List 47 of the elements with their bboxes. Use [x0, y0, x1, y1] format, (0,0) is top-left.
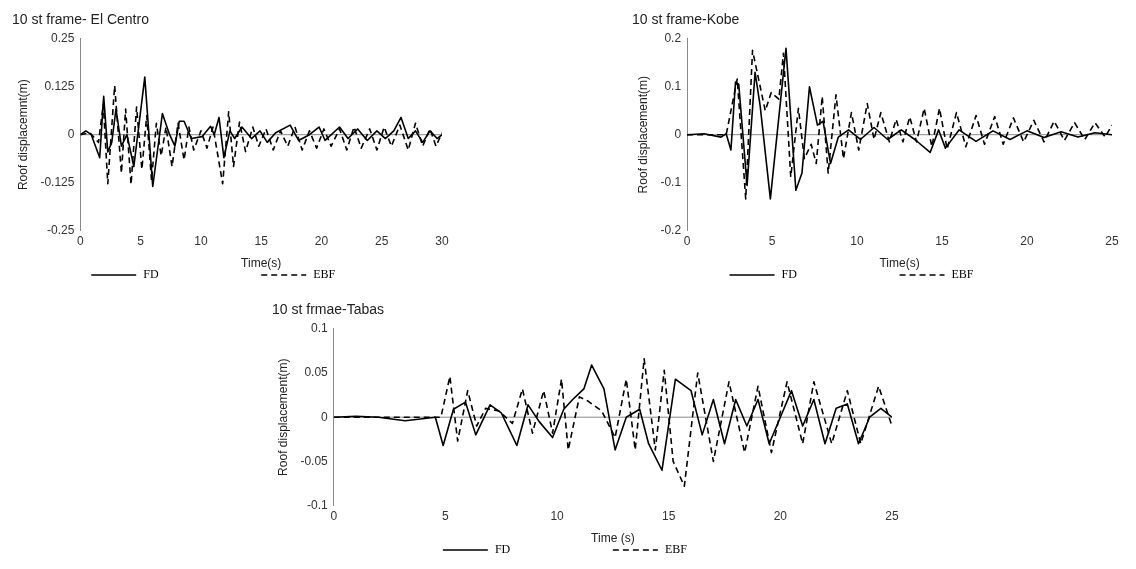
x-tick-label: 20 — [1020, 234, 1035, 249]
x-axis-title: Time(s) — [241, 255, 282, 270]
y-tick-label: 0 — [321, 409, 329, 424]
y-tick-label: 0.2 — [664, 31, 682, 46]
y-tick-label: -0.25 — [47, 222, 75, 237]
y-tick-label: -0.125 — [40, 174, 75, 189]
x-axis-title: Time (s) — [591, 530, 635, 545]
x-tick-label: 10 — [194, 234, 208, 249]
x-tick-label: 15 — [254, 234, 269, 249]
y-tick-label: 0 — [674, 127, 682, 142]
y-tick-label: 0.1 — [311, 321, 329, 336]
y-axis-title: Roof displacement(m) — [635, 76, 650, 194]
x-tick-label: 10 — [550, 509, 565, 524]
x-tick-label: 15 — [662, 509, 676, 524]
y-tick-label: -0.2 — [660, 222, 682, 237]
y-tick-label: 0.125 — [44, 79, 75, 94]
x-tick-label: 20 — [314, 234, 329, 249]
y-tick-label: -0.1 — [660, 174, 682, 189]
legend-label: EBF — [313, 267, 336, 282]
y-tick-label: 0 — [67, 127, 75, 142]
x-axis-title: Time(s) — [879, 255, 920, 270]
chart-title: 10 st frmae-Tabas — [272, 301, 385, 318]
x-tick-label: 30 — [435, 234, 449, 249]
x-tick-label: 5 — [768, 234, 776, 249]
x-tick-label: 25 — [885, 509, 899, 524]
x-tick-label: 5 — [137, 234, 145, 249]
y-axis-title: Roof displacement(m) — [275, 358, 290, 476]
x-tick-label: 5 — [442, 509, 450, 524]
x-tick-label: 15 — [935, 234, 950, 249]
legend-label: EBF — [951, 267, 974, 282]
x-tick-label: 10 — [850, 234, 865, 249]
legend-label: FD — [494, 542, 511, 557]
x-tick-label: 25 — [375, 234, 389, 249]
legend-label: FD — [143, 267, 159, 282]
legend-label: FD — [781, 267, 798, 282]
legend-label: EBF — [664, 542, 688, 557]
y-tick-label: 0.25 — [51, 31, 75, 46]
chart-title: 10 st frame- El Centro — [12, 11, 150, 28]
y-tick-label: 0.1 — [664, 79, 682, 94]
y-tick-label: -0.1 — [307, 497, 329, 512]
y-tick-label: 0.05 — [304, 365, 329, 380]
y-axis-title: Roof displacemnt(m) — [15, 79, 30, 191]
x-tick-label: 25 — [1105, 234, 1119, 249]
chart-title: 10 st frame-Kobe — [632, 11, 740, 28]
x-tick-label: 0 — [77, 234, 85, 249]
y-tick-label: -0.05 — [300, 453, 329, 468]
x-tick-label: 20 — [773, 509, 788, 524]
